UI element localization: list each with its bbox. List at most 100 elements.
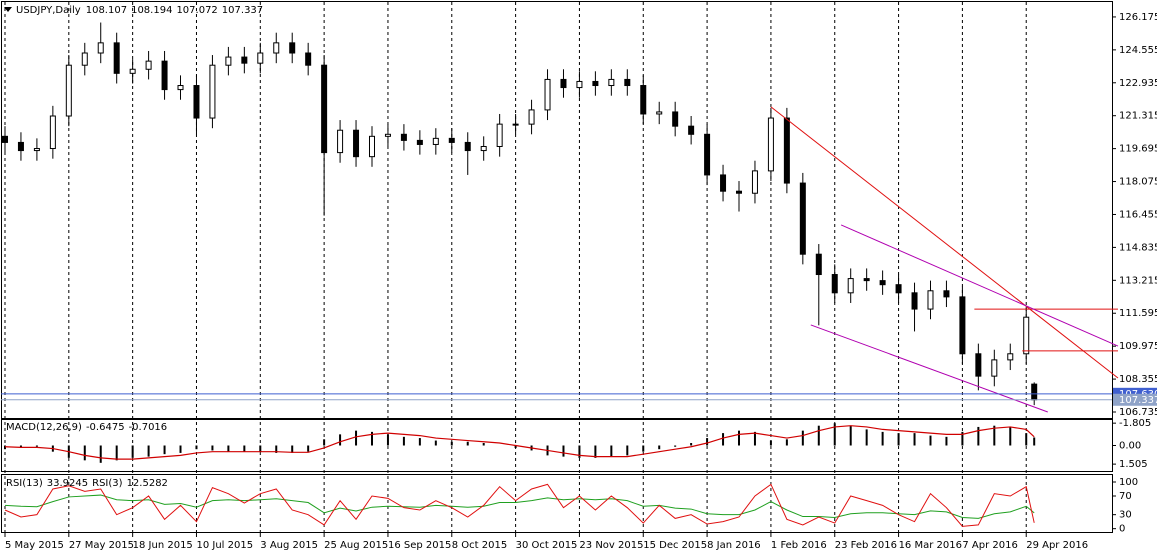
candle-body: [241, 56, 248, 64]
candle-body: [640, 85, 647, 115]
candle-body: [656, 111, 663, 115]
x-tick-label: 23 Feb 2016: [835, 540, 897, 551]
candle-body: [384, 133, 391, 137]
candle-body: [416, 139, 423, 145]
candle-body: [129, 68, 136, 74]
header-low: 107.072: [176, 5, 217, 16]
y-tick-label: 114.835: [1119, 242, 1157, 253]
candle-body: [815, 253, 822, 276]
candle-body: [113, 42, 120, 74]
candle-body: [193, 85, 200, 119]
candle-body: [432, 137, 439, 145]
x-tick-label: 15 Dec 2015: [643, 540, 707, 551]
rsi-value: 33.9245: [47, 478, 88, 489]
y-tick-label: 116.455: [1119, 209, 1157, 220]
price-tag-label: 107.337: [1119, 395, 1157, 406]
macd-value: -0.6475: [86, 422, 125, 433]
price-header: USDJPY,Daily 108.107 108.194 107.072 107.337: [16, 5, 263, 16]
candle-body: [592, 80, 599, 87]
candle-body: [464, 141, 471, 152]
price-tag: [1113, 393, 1157, 406]
marks-layer: [1, 22, 1119, 527]
candle-body: [528, 109, 535, 125]
candle-body: [576, 80, 583, 89]
candle-body: [991, 359, 998, 377]
x-tick-label: 25 Aug 2015: [324, 540, 388, 551]
candle-body: [257, 52, 264, 64]
macd-signal-line: [4, 425, 1035, 460]
trend-line: [770, 106, 1119, 379]
y-tick-label: 122.935: [1119, 78, 1157, 89]
header-high: 108.194: [131, 5, 172, 16]
candle-body: [560, 78, 567, 89]
x-tick-label: 27 May 2015: [69, 540, 134, 551]
y-tick-label: 70: [1119, 491, 1132, 502]
candle-body: [512, 123, 519, 126]
y-tick-label: 126.175: [1119, 12, 1157, 23]
candle-body: [480, 145, 487, 152]
candle-body: [177, 85, 184, 91]
candle-body: [1023, 316, 1030, 355]
candle-body: [608, 78, 615, 87]
candle-body: [975, 353, 982, 377]
candle-body: [209, 64, 216, 119]
candle-body: [544, 78, 551, 111]
candle-body: [368, 135, 375, 158]
candle-body: [496, 123, 503, 147]
candle-body: [736, 190, 743, 194]
rsi-line: [4, 494, 1035, 519]
candle-body: [353, 129, 360, 158]
candle-body: [688, 125, 695, 135]
candle-body: [704, 133, 711, 176]
x-tick-label: 18 Jun 2015: [133, 540, 193, 551]
macd-header: MACD(12,26,9) -0.6475 -0.7016: [6, 422, 167, 433]
y-tick-label: 30: [1119, 510, 1132, 521]
candle-body: [145, 60, 152, 70]
x-tick-label: 8 Jan 2016: [707, 540, 761, 551]
header-open: 108.107: [86, 5, 127, 16]
candle-body: [1031, 383, 1038, 401]
candle-body: [1007, 353, 1014, 361]
x-tick-label: 16 Mar 2016: [899, 540, 962, 551]
candle-body: [863, 278, 870, 282]
window-menu-icon[interactable]: [4, 7, 12, 12]
candle-body: [65, 64, 72, 117]
candle-body: [81, 52, 88, 66]
y-tick-label: 100: [1119, 477, 1138, 488]
candle-body: [911, 292, 918, 310]
y-tick-label: 111.595: [1119, 308, 1157, 319]
y-tick-label: 0: [1119, 524, 1125, 535]
y-tick-label: 118.075: [1119, 177, 1157, 188]
x-tick-label: 16 Sep 2015: [388, 540, 451, 551]
y-tick-label: 106.735: [1119, 407, 1157, 418]
candle-body: [767, 117, 774, 172]
y-tick-label: -1.805: [1119, 418, 1151, 429]
x-tick-label: 5 May 2015: [5, 540, 64, 551]
candle-body: [33, 148, 40, 152]
y-tick-label: 121.315: [1119, 111, 1157, 122]
x-tick-label: 29 Apr 2016: [1026, 540, 1088, 551]
macd-signal-value: -0.7016: [129, 422, 168, 433]
rsi-header: RSI(13) 33.9245 RSI(3) 12.5282: [6, 478, 168, 489]
y-tick-label: 119.695: [1119, 144, 1157, 155]
candle-body: [49, 115, 56, 150]
candle-body: [943, 290, 950, 298]
candle-body: [400, 133, 407, 141]
candle-body: [959, 296, 966, 355]
rsi-name: RSI(13): [6, 478, 43, 489]
candle-body: [225, 56, 232, 66]
candle-body: [895, 284, 902, 294]
candle-body: [448, 137, 455, 143]
y-tick-label: 109.975: [1119, 341, 1157, 352]
candle-body: [783, 117, 790, 184]
candle-body: [17, 141, 24, 152]
macd-title: MACD(12,26,9): [6, 422, 82, 433]
candle-body: [879, 280, 886, 286]
candle-body: [1, 135, 8, 143]
trend-line: [840, 224, 1119, 347]
candle-body: [672, 111, 679, 127]
x-tick-label: 30 Oct 2015: [516, 540, 578, 551]
y-tick-label: 1.505: [1119, 459, 1148, 470]
